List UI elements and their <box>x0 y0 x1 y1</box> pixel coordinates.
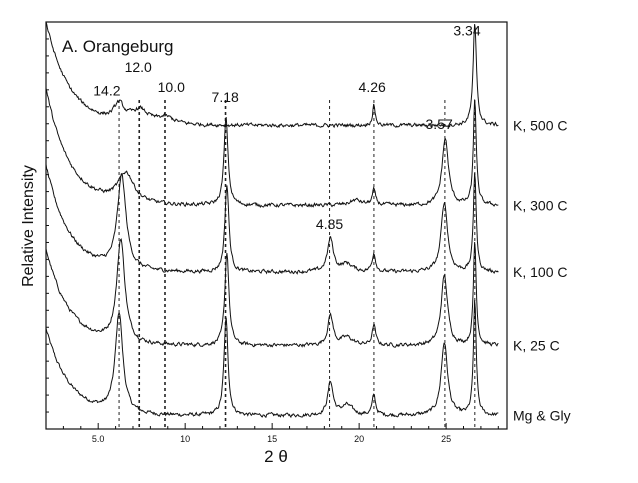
series-label: K, 300 C <box>513 197 567 213</box>
series-label: K, 25 C <box>513 338 560 354</box>
peak-label: 4.26 <box>359 79 386 95</box>
peak-label: 14.2 <box>93 82 120 98</box>
x-axis-ticks: 5.0 10 15 20 25 <box>62 423 499 444</box>
peak-label: 12.0 <box>125 59 152 75</box>
x-tick-label: 15 <box>267 434 277 444</box>
trace-mg-gly <box>45 300 499 419</box>
x-tick-label: 20 <box>354 434 364 444</box>
peak-label: 3.34 <box>453 22 480 38</box>
series-label: K, 500 C <box>513 117 567 133</box>
trace-k-100-c <box>45 164 499 275</box>
peak-label: 7.18 <box>212 89 239 105</box>
traces <box>45 21 499 419</box>
series-label: K, 100 C <box>513 264 567 280</box>
peak-labels: 14.2 12.0 10.0 7.18 4.26 3.57 4.85 3.34 <box>93 22 481 231</box>
y-axis-label: Relative Intensity <box>20 165 37 287</box>
chart-title: A. Orangeburg <box>62 37 174 56</box>
peak-label: 4.85 <box>316 216 343 232</box>
x-axis-label: 2 θ <box>264 447 288 466</box>
trace-k-500-c <box>45 21 499 129</box>
x-tick-label: 10 <box>180 434 190 444</box>
y-axis-ticks <box>46 38 49 413</box>
peak-label: 3.57 <box>426 116 453 132</box>
x-tick-label: 25 <box>441 434 451 444</box>
trace-k-25-c <box>45 238 499 348</box>
series-label: Mg & Gly <box>513 408 571 424</box>
series-labels: Mg & Gly K, 25 C K, 100 C K, 300 C K, 500 C <box>513 117 571 423</box>
peak-label: 10.0 <box>158 79 185 95</box>
x-tick-label: 5.0 <box>92 434 105 444</box>
trace-k-300-c <box>45 88 499 209</box>
